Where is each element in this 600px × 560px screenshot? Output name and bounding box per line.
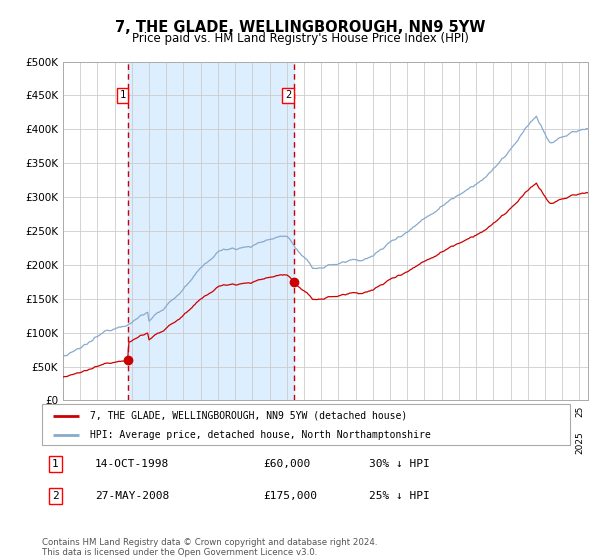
Text: £60,000: £60,000 bbox=[264, 459, 311, 469]
Text: 1: 1 bbox=[52, 459, 59, 469]
FancyBboxPatch shape bbox=[42, 404, 570, 445]
Text: 2025: 2025 bbox=[575, 431, 584, 454]
Text: HPI: Average price, detached house, North Northamptonshire: HPI: Average price, detached house, Nort… bbox=[89, 430, 430, 440]
Text: 7, THE GLADE, WELLINGBOROUGH, NN9 5YW: 7, THE GLADE, WELLINGBOROUGH, NN9 5YW bbox=[115, 20, 485, 35]
Text: Contains HM Land Registry data © Crown copyright and database right 2024.
This d: Contains HM Land Registry data © Crown c… bbox=[42, 538, 377, 557]
Text: 2: 2 bbox=[285, 91, 291, 100]
Text: 25% ↓ HPI: 25% ↓ HPI bbox=[370, 491, 430, 501]
Bar bbox=[128, 62, 294, 400]
Text: 7, THE GLADE, WELLINGBOROUGH, NN9 5YW (detached house): 7, THE GLADE, WELLINGBOROUGH, NN9 5YW (d… bbox=[89, 411, 407, 421]
Text: 14-OCT-1998: 14-OCT-1998 bbox=[95, 459, 169, 469]
Text: Price paid vs. HM Land Registry's House Price Index (HPI): Price paid vs. HM Land Registry's House … bbox=[131, 32, 469, 45]
Text: 30% ↓ HPI: 30% ↓ HPI bbox=[370, 459, 430, 469]
Text: 1: 1 bbox=[119, 91, 125, 100]
Text: £175,000: £175,000 bbox=[264, 491, 318, 501]
Text: 27-MAY-2008: 27-MAY-2008 bbox=[95, 491, 169, 501]
Text: 2: 2 bbox=[52, 491, 59, 501]
